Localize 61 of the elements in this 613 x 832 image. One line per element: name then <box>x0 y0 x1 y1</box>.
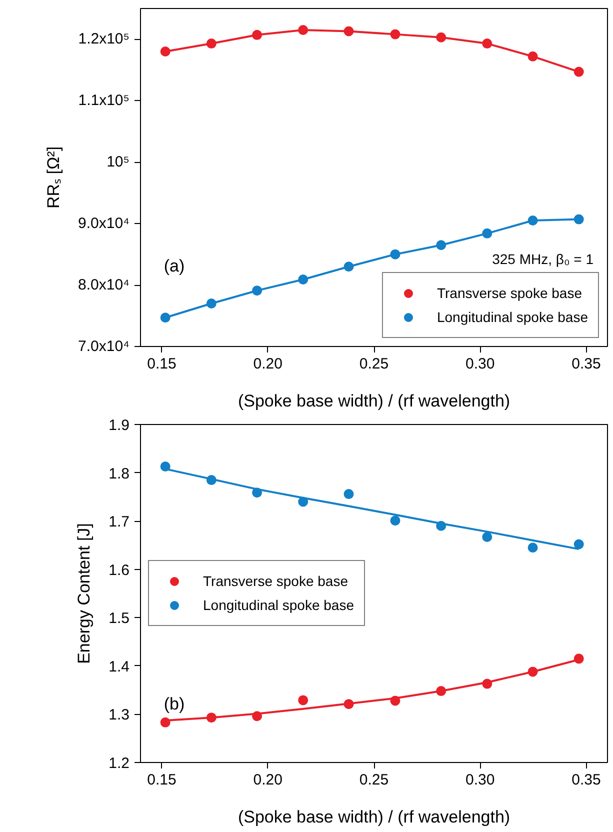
annotation: 325 MHz, β₀ = 1 <box>492 251 594 268</box>
y-tick-label: 1.6 <box>108 562 130 579</box>
x-tick-label: 0.15 <box>147 356 176 372</box>
point <box>206 298 216 308</box>
x-axis-title: (Spoke base width) / (rf wavelength) <box>238 808 510 826</box>
y-tick-label: 1.7 <box>108 514 130 531</box>
legend-label: Transverse spoke base <box>436 285 582 301</box>
point <box>436 240 446 250</box>
x-tick-label: 0.30 <box>466 356 495 372</box>
point <box>160 46 170 57</box>
y-tick-label: 1.5 <box>108 610 130 628</box>
point <box>160 312 170 323</box>
point <box>206 38 216 49</box>
point <box>528 216 538 226</box>
point <box>344 489 354 500</box>
point <box>436 32 446 42</box>
annotation: (b) <box>164 694 185 714</box>
x-tick-label: 0.25 <box>359 356 389 372</box>
point <box>390 249 400 260</box>
point <box>252 30 262 40</box>
point <box>298 274 308 285</box>
legend-label: Longitudinal spoke base <box>436 309 588 325</box>
x-tick-label: 0.35 <box>572 356 601 372</box>
point <box>344 262 354 272</box>
legend-label: Transverse spoke base <box>203 573 348 589</box>
y-tick-label: 1.3 <box>108 706 130 724</box>
point <box>482 532 492 542</box>
y-axis-title: RRₛ [Ω²] <box>44 146 64 209</box>
point <box>574 539 584 550</box>
y-tick-label: 1.8 <box>108 465 130 482</box>
point <box>252 286 262 296</box>
point <box>574 214 584 224</box>
y-tick-label: 1.2x10⁵ <box>78 30 130 48</box>
x-tick-label: 0.35 <box>572 772 601 788</box>
y-tick-label: 1.1x10⁵ <box>78 92 130 110</box>
point <box>482 228 492 238</box>
x-axis-title: (Spoke base width) / (rf wavelength) <box>238 392 510 410</box>
x-tick-label: 0.15 <box>147 772 176 788</box>
point <box>390 516 400 526</box>
point <box>390 29 400 40</box>
annotation: (a) <box>164 256 185 276</box>
y-axis-title: Energy Content [J] <box>74 523 94 664</box>
y-tick-label: 1.2 <box>108 755 130 772</box>
point <box>528 51 538 62</box>
y-tick-label: 7.0x10⁴ <box>78 338 130 355</box>
x-tick-label: 0.20 <box>253 356 282 372</box>
point <box>298 25 308 35</box>
point <box>482 38 492 49</box>
y-tick-label: 8.0x10⁴ <box>78 276 130 294</box>
y-tick-label: 1.9 <box>108 417 130 434</box>
legend-label: Longitudinal spoke base <box>203 597 354 613</box>
x-tick-label: 0.25 <box>359 772 389 788</box>
point <box>574 66 584 77</box>
point <box>298 695 308 706</box>
x-tick-label: 0.30 <box>466 772 495 788</box>
x-tick-label: 0.20 <box>253 772 282 788</box>
y-tick-label: 10⁵ <box>106 154 130 171</box>
point <box>528 542 538 553</box>
y-tick-label: 9.0x10⁴ <box>78 215 130 232</box>
y-tick-label: 1.4 <box>108 658 130 676</box>
point <box>344 26 354 36</box>
